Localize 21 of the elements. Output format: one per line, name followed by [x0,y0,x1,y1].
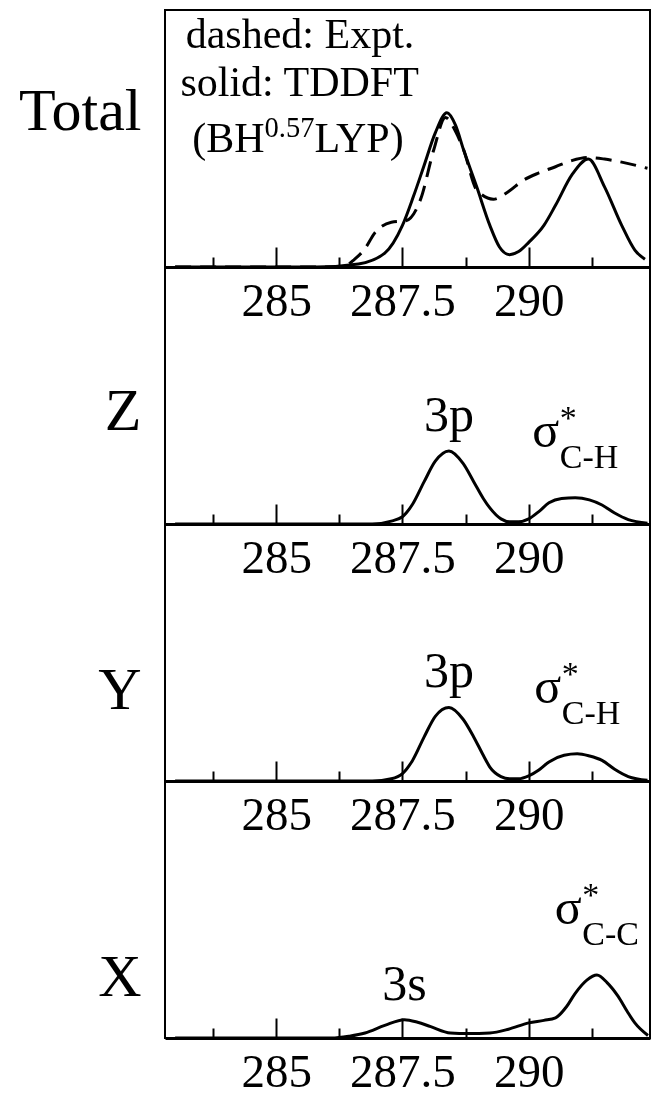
annotation: 3p [423,386,474,443]
y-axis-title: Y [98,655,142,722]
x-tick-label: 290 [494,273,565,326]
annotation: 3s [382,954,427,1011]
x-tick-label: 287.5 [350,273,456,326]
x-tick-label: 290 [494,787,565,840]
y-axis-title: Total [19,76,142,143]
text: solid: TDDFT [180,59,419,105]
x-tick-label: 285 [241,787,312,840]
x-tick-label: 287.5 [350,787,456,840]
x-tick-label: 290 [494,1044,565,1097]
y-axis-title: Z [104,376,142,443]
annotation: 3p [423,642,474,699]
x-tick-label: 290 [494,530,565,583]
text: dashed: Expt. [185,11,415,57]
x-tick-label: 287.5 [350,530,456,583]
x-tick-label: 285 [241,1044,312,1097]
x-tick-label: 285 [241,273,312,326]
y-axis-title: X [98,942,142,1009]
x-tick-label: 287.5 [350,1044,456,1097]
x-tick-label: 285 [241,530,312,583]
